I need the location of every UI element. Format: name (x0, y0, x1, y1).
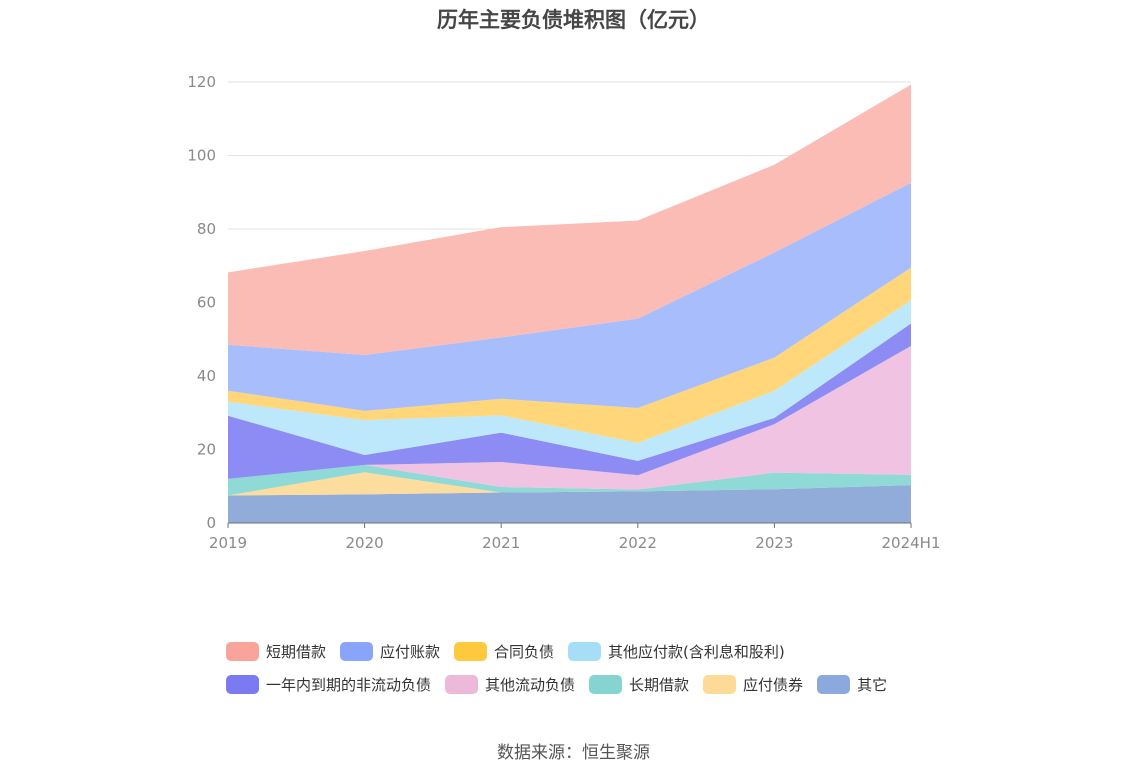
chart-title: 历年主要负债堆积图（亿元） (437, 8, 710, 32)
legend-item[interactable]: 合同负债 (454, 641, 554, 662)
legend-label: 合同负债 (494, 642, 555, 661)
y-tick-label: 100 (187, 147, 216, 165)
axes: 0 20 40 60 80 100 120 2019 2020 2021 2022 2023 2024H… (187, 73, 940, 552)
legend-label: 其他应付款(含利息和股利) (608, 642, 785, 661)
y-tick-label: 20 (197, 441, 216, 459)
legend-item[interactable]: 其他流动负债 (445, 674, 575, 695)
y-tick-label: 60 (197, 294, 216, 312)
legend-row-2: 一年内到期的非流动负债 其他流动负债 长期借款 应付债券 其它 (226, 671, 986, 697)
area-series-layer (228, 84, 911, 523)
legend-item[interactable]: 长期借款 (589, 674, 689, 695)
x-tick-label: 2019 (209, 534, 247, 552)
y-tick-label: 80 (197, 220, 216, 238)
legend-item[interactable]: 应付账款 (340, 641, 440, 662)
y-tick-label: 0 (206, 514, 216, 532)
area-series-其它 (228, 485, 911, 523)
legend-label: 应付债券 (743, 675, 804, 694)
x-tick-label: 2023 (755, 534, 793, 552)
area-series-应付债券 (228, 472, 911, 496)
legend-swatch (226, 641, 259, 661)
legend-label: 其它 (857, 675, 888, 694)
legend-label: 长期借款 (629, 675, 690, 694)
area-series-合同负债 (228, 267, 911, 443)
legend-swatch (445, 674, 479, 694)
legend-swatch (226, 674, 259, 694)
legend-swatch (703, 674, 737, 694)
y-tick-label: 120 (187, 73, 216, 91)
legend-swatch (454, 641, 488, 661)
area-series-短期借款 (228, 84, 911, 356)
legend-row-1: 短期借款 应付账款 合同负债 其他应付款(含利息和股利) (226, 638, 986, 664)
legend-item[interactable]: 应付债券 (703, 674, 803, 695)
x-tick-label: 2022 (619, 534, 657, 552)
legend-label: 一年内到期的非流动负债 (266, 675, 432, 694)
legend-swatch (340, 641, 374, 661)
legend-label: 短期借款 (266, 642, 327, 661)
area-series-其他流动负债 (228, 345, 911, 490)
stacked-area-chart: 0 20 40 60 80 100 120 2019 2020 2021 2022 2023 2024H… (187, 73, 940, 552)
legend-label: 其他流动负债 (485, 675, 576, 694)
source-note: 数据来源：恒生聚源 (497, 743, 650, 763)
legend-item[interactable]: 短期借款 (226, 641, 326, 662)
chart-legend: 短期借款 应付账款 合同负债 其他应付款(含利息和股利) 一年内到期的非流动负债 其他流… (226, 638, 986, 704)
area-series-其他应付款(含利息和股利) (228, 300, 911, 461)
legend-swatch (568, 641, 602, 661)
area-series-应付账款 (228, 182, 911, 411)
x-tick-label: 2020 (346, 534, 384, 552)
legend-item[interactable]: 其他应付款(含利息和股利) (568, 641, 785, 662)
area-series-长期借款 (228, 464, 911, 496)
legend-item[interactable]: 一年内到期的非流动负债 (226, 674, 431, 695)
area-series-一年内到期的非流动负债 (228, 323, 911, 479)
x-tick-label: 2024H1 (882, 534, 941, 552)
legend-swatch (589, 674, 623, 694)
x-tick-label: 2021 (482, 534, 520, 552)
legend-swatch (817, 674, 851, 694)
y-tick-label: 40 (197, 367, 216, 385)
legend-label: 应付账款 (380, 642, 441, 661)
legend-item[interactable]: 其它 (817, 674, 887, 695)
